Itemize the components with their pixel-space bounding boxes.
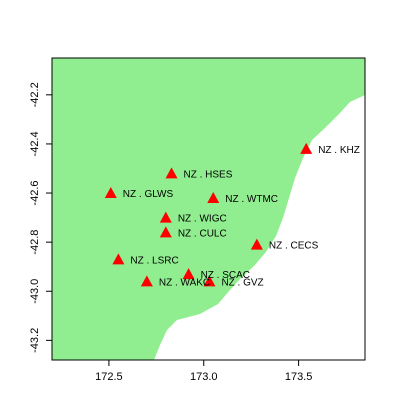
x-tick-label: 172.5 bbox=[95, 371, 123, 383]
station-label: NZ . KHZ bbox=[318, 145, 360, 156]
station-label: NZ . CECS bbox=[269, 241, 319, 252]
y-tick-label: -43.2 bbox=[29, 328, 41, 353]
y-tick-label: -42.6 bbox=[29, 181, 41, 206]
station-label: NZ . GLWS bbox=[123, 189, 174, 200]
station-label: NZ . LSRC bbox=[130, 255, 178, 266]
station-label: NZ . GVZ bbox=[221, 277, 263, 288]
land-layer bbox=[52, 58, 365, 360]
land-area bbox=[52, 58, 365, 360]
x-tick-label: 173.5 bbox=[285, 371, 313, 383]
y-tick-label: -42.8 bbox=[29, 230, 41, 255]
station-label: NZ . HSES bbox=[184, 169, 233, 180]
y-axis: -42.2 -42.4 -42.6 -42.8 -43.0 -43.2 bbox=[29, 82, 52, 353]
station-label: NZ . WIGC bbox=[178, 214, 227, 225]
x-tick-label: 173.0 bbox=[190, 371, 218, 383]
x-axis: 172.5 173.0 173.5 bbox=[95, 360, 312, 383]
station-label: NZ . WTMC bbox=[225, 194, 278, 205]
y-tick-label: -42.4 bbox=[29, 131, 41, 156]
station-label: NZ . WAKC bbox=[159, 277, 210, 288]
y-tick-label: -43.0 bbox=[29, 279, 41, 304]
y-tick-label: -42.2 bbox=[29, 82, 41, 107]
station-label: NZ . CULC bbox=[178, 228, 227, 239]
